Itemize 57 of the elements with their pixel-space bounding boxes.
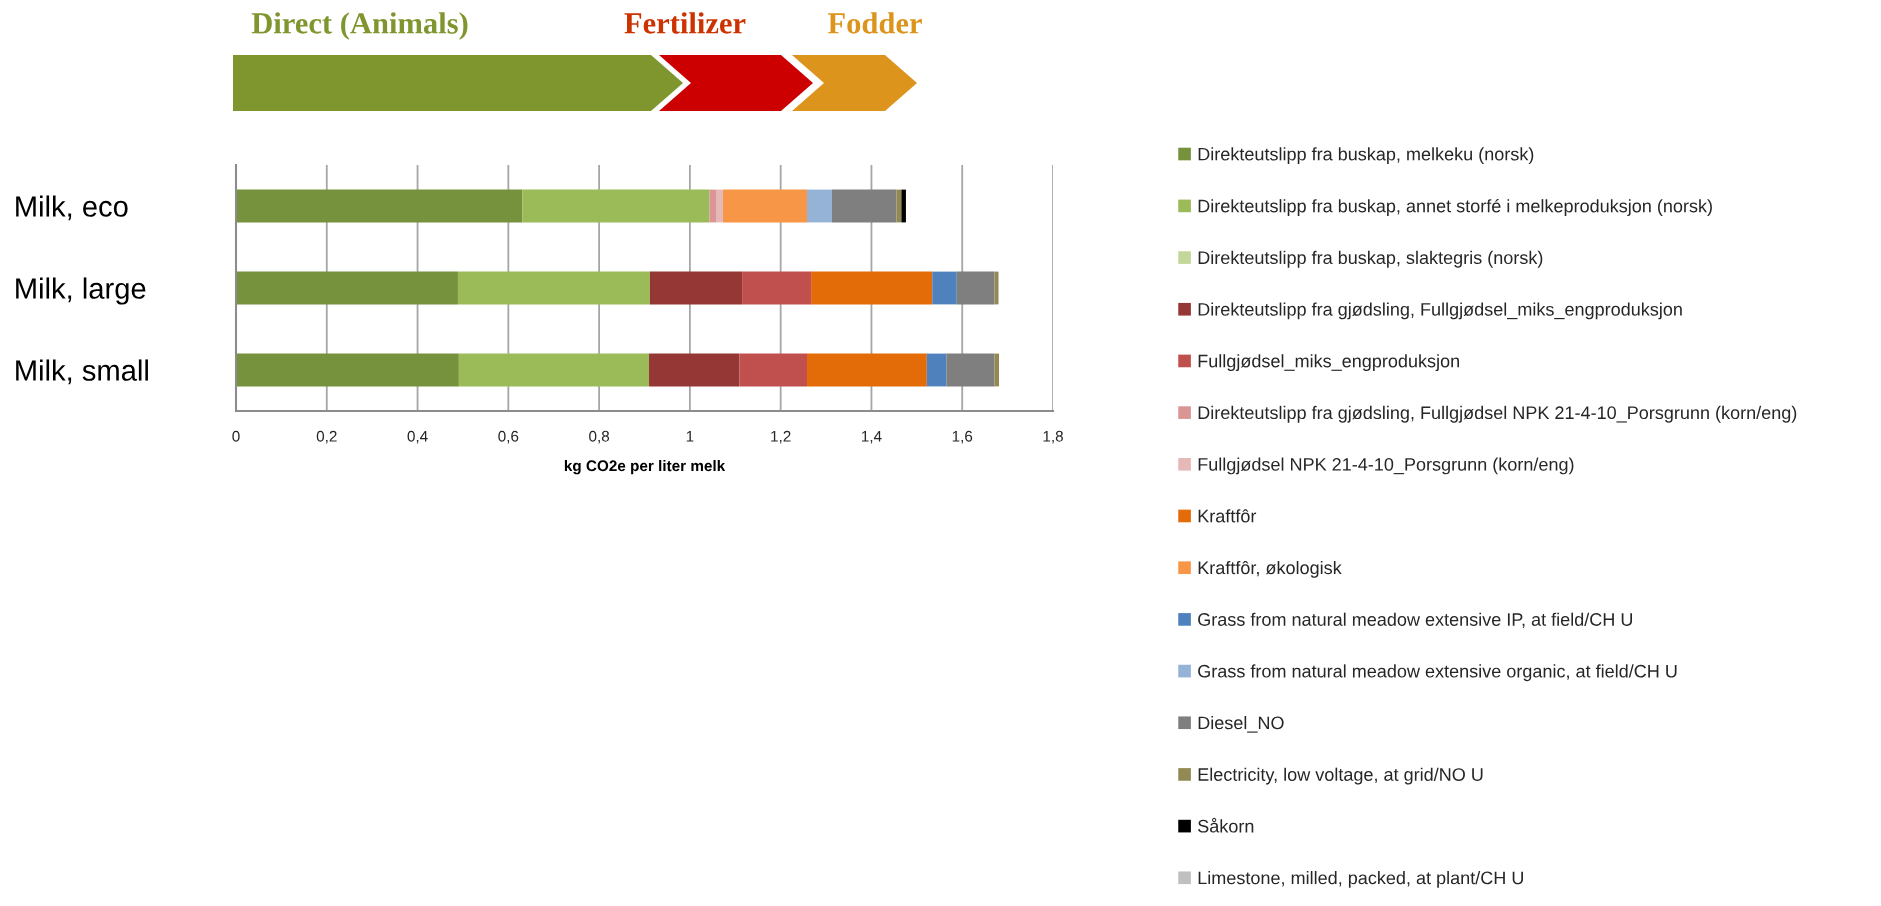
bar — [236, 271, 458, 305]
x-tick-label: 0 — [232, 430, 240, 442]
bar — [236, 353, 459, 387]
legend-label: Direkteutslipp fra gjødsling, Fullgjødsel_miks_engproduksjon — [1198, 302, 1682, 320]
legend-label: Electricity, low voltage, at grid/NO U — [1198, 767, 1483, 785]
legend-label: Såkorn — [1198, 817, 1254, 833]
x-tick-label: 0,4 — [407, 430, 428, 444]
bar — [932, 271, 957, 305]
y-tick-label: Milk, small — [16, 359, 148, 385]
bar — [742, 271, 812, 305]
legend-label: Grass from natural meadow extensive IP, at field/CH U — [1198, 612, 1633, 629]
x-axis-title: kg CO2e per liter melk — [564, 459, 726, 475]
text: Fertilizer — [624, 12, 746, 34]
text: Fodder — [827, 12, 922, 34]
bar — [723, 189, 807, 223]
bar — [649, 353, 740, 387]
y-tick-label: Milk, eco — [16, 195, 128, 221]
legend-label: Diesel_NO — [1198, 715, 1284, 733]
bar — [709, 189, 717, 223]
legend-label: Direkteutslipp fra gjødsling, Fullgjødsel NPK 21-4-10_Porsgrunn (korn/eng) — [1198, 405, 1797, 423]
legend-label: Direkteutslipp fra buskap, annet storfé i melkeproduksjon (norsk) — [1198, 198, 1712, 216]
legend-label: Direkteutslipp fra buskap, slaktegris (norsk) — [1198, 250, 1543, 268]
legend-label: Fullgjødsel_miks_engproduksjon — [1198, 354, 1459, 372]
legend-label: Kraftfôr — [1198, 509, 1257, 523]
text: Direct (Animals) — [251, 12, 468, 40]
legend-label: Limestone, milled, packed, at plant/CH U — [1198, 871, 1523, 888]
bar — [831, 189, 897, 223]
legend-label: Direkteutslipp fra buskap, melkeku (norsk) — [1198, 147, 1534, 165]
bar — [458, 353, 650, 387]
x-tick-label: 0,8 — [589, 430, 610, 444]
bar — [739, 353, 807, 387]
bar — [806, 189, 832, 223]
bar — [649, 271, 743, 305]
legend-label: Grass from natural meadow extensive organic, at field/CH U — [1198, 664, 1677, 682]
bar — [811, 271, 933, 305]
legend-label: Fullgjødsel NPK 21-4-10_Porsgrunn (korn/eng) — [1198, 457, 1574, 475]
bar — [806, 353, 927, 387]
bar — [946, 353, 995, 387]
bar — [236, 189, 523, 223]
bar — [994, 353, 999, 387]
bar — [522, 189, 710, 223]
x-tick-label: 1,2 — [771, 430, 791, 444]
bar — [901, 189, 906, 223]
bar — [896, 189, 902, 223]
x-tick-label: 1,4 — [861, 431, 882, 444]
x-tick-label: 1,6 — [952, 430, 973, 444]
x-tick-label: 1 — [686, 431, 694, 442]
bar — [457, 271, 650, 305]
bar — [926, 353, 947, 387]
y-tick-label: Milk, large — [16, 277, 146, 305]
bar — [994, 271, 999, 305]
legend-label: Kraftfôr, økologisk — [1198, 560, 1342, 578]
bar — [956, 271, 995, 305]
x-tick-label: 0,6 — [498, 430, 519, 444]
x-tick-label: 1,8 — [1043, 430, 1063, 444]
x-tick-label: 0,2 — [316, 430, 337, 444]
bar — [716, 189, 724, 223]
